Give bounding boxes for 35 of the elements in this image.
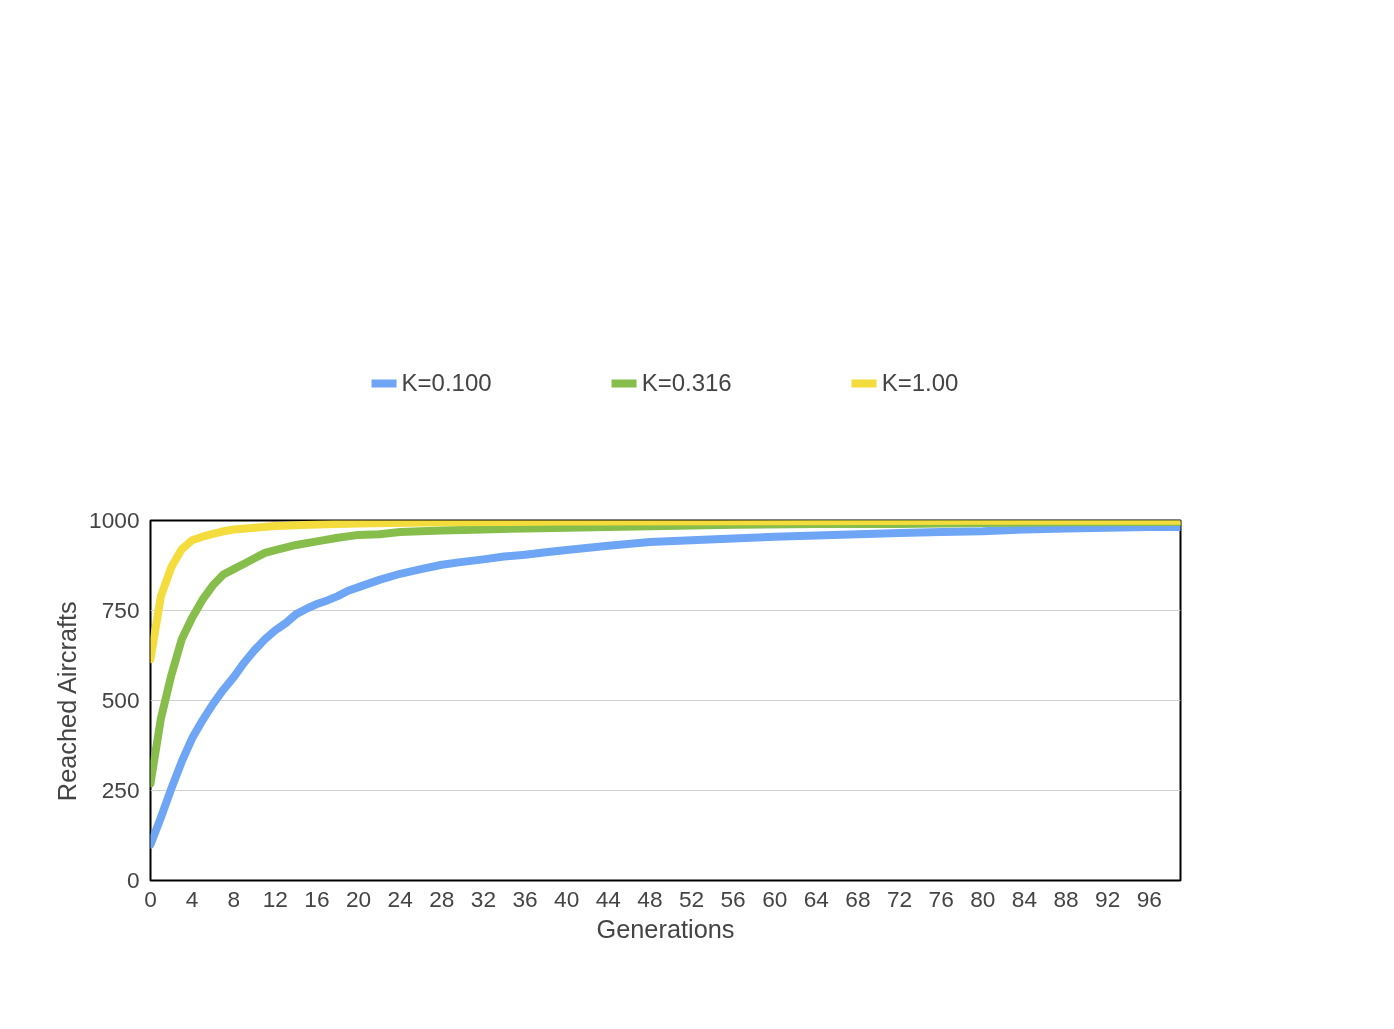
legend-label: K=0.100 xyxy=(401,369,492,397)
legend-label: K=1.00 xyxy=(881,369,959,397)
x-tick-label: 60 xyxy=(762,885,788,912)
x-tick-label: 52 xyxy=(678,885,705,912)
x-tick-label: 48 xyxy=(637,885,663,912)
x-tick-label: 92 xyxy=(1095,885,1121,912)
x-tick-label: 28 xyxy=(429,885,455,912)
y-tick-label: 250 xyxy=(101,777,140,803)
x-axis-title: Generations xyxy=(596,914,735,943)
x-tick-label: 4 xyxy=(185,885,199,912)
x-tick-label: 8 xyxy=(227,885,241,912)
x-tick-label: 64 xyxy=(803,885,829,912)
x-tick-label: 76 xyxy=(928,885,954,912)
x-tick-label: 56 xyxy=(720,885,746,912)
x-tick-label: 24 xyxy=(387,885,413,912)
x-tick-label: 96 xyxy=(1136,885,1162,912)
y-tick-label: 750 xyxy=(101,597,140,623)
x-tick-label: 0 xyxy=(144,885,157,912)
y-tick-label: 1000 xyxy=(89,507,140,533)
x-tick-label: 44 xyxy=(595,885,621,912)
x-tick-label: 68 xyxy=(845,885,871,912)
x-tick-label: 84 xyxy=(1011,885,1038,912)
x-tick-label: 12 xyxy=(262,885,288,912)
x-tick-label: 72 xyxy=(886,885,913,912)
x-tick-label: 32 xyxy=(470,885,497,912)
y-tick-label: 0 xyxy=(126,867,140,893)
x-tick-label: 36 xyxy=(512,885,538,912)
x-tick-label: 20 xyxy=(345,885,372,912)
x-tick-label: 16 xyxy=(304,885,330,912)
x-tick-label: 40 xyxy=(554,885,580,912)
y-tick-label: 500 xyxy=(101,687,140,713)
y-axis-title: Reached Aircrafts xyxy=(53,601,82,802)
legend-label: K=0.316 xyxy=(641,369,732,397)
x-tick-label: 88 xyxy=(1053,885,1079,912)
x-tick-label: 80 xyxy=(970,885,996,912)
